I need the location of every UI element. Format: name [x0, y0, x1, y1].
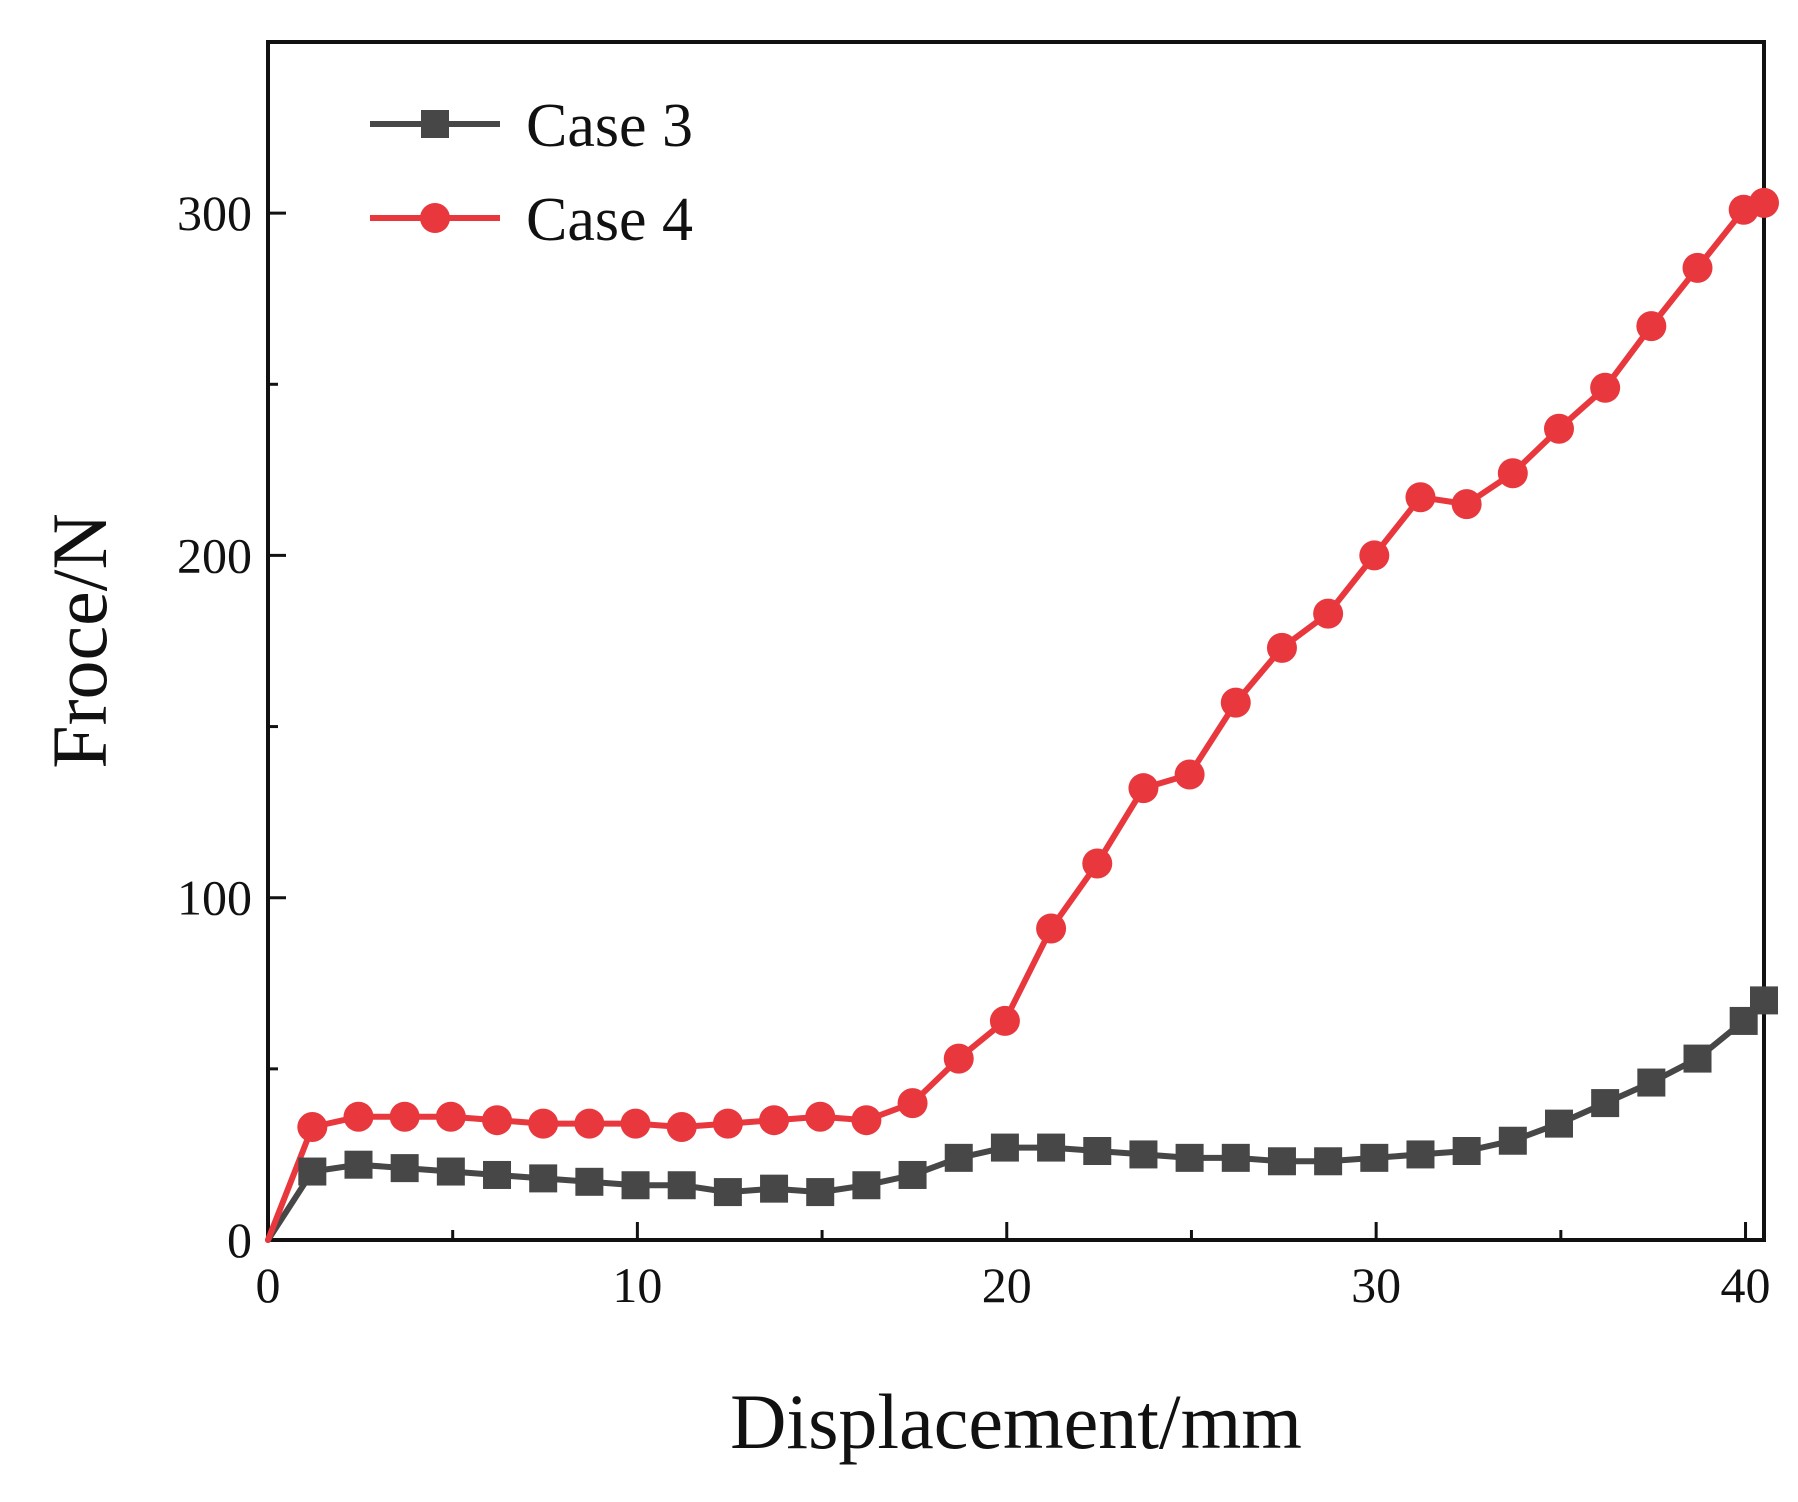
- y-tick-label: 0: [227, 1212, 252, 1268]
- point-case-4: [1590, 372, 1621, 403]
- x-tick-label: 30: [1351, 1257, 1401, 1313]
- x-axis-title: Displacement/mm: [730, 1378, 1302, 1465]
- point-case-3: [1221, 1143, 1250, 1172]
- legend-marker-case-3: [421, 110, 449, 138]
- x-tick-label: 20: [982, 1257, 1032, 1313]
- ticks: 0 10 20 30 40 0 100 200 300: [177, 185, 1771, 1313]
- point-case-4: [1220, 687, 1251, 718]
- point-case-3: [1406, 1140, 1435, 1169]
- series-line-case-4: [265, 199, 1767, 1243]
- point-case-3: [621, 1171, 650, 1200]
- point-case-3: [667, 1171, 696, 1200]
- point-case-3: [483, 1160, 512, 1189]
- point-case-3: [1637, 1068, 1666, 1097]
- axes: [266, 40, 1766, 1242]
- y-tick-label: 300: [177, 185, 252, 241]
- point-case-3: [806, 1178, 835, 1207]
- point-case-4: [1036, 913, 1067, 944]
- point-case-3: [1498, 1126, 1527, 1155]
- y-tick-label: 100: [177, 870, 252, 926]
- series-line-case-3: [265, 997, 1767, 1243]
- point-case-4: [482, 1105, 513, 1136]
- point-case-3: [436, 1157, 465, 1186]
- point-case-4: [989, 1005, 1020, 1036]
- point-case-3: [990, 1133, 1019, 1162]
- point-case-4: [1543, 413, 1574, 444]
- point-case-4: [1128, 773, 1159, 804]
- point-case-4: [1266, 632, 1297, 663]
- legend-marker-case-4: [420, 203, 450, 233]
- point-case-4: [528, 1108, 559, 1139]
- point-case-3: [529, 1164, 558, 1193]
- point-case-4: [1405, 482, 1436, 513]
- point-case-4: [666, 1112, 697, 1143]
- y-tick-label: 200: [177, 527, 252, 583]
- point-case-4: [389, 1101, 420, 1132]
- point-case-3: [1360, 1143, 1389, 1172]
- point-case-3: [1037, 1133, 1066, 1162]
- point-case-3: [344, 1150, 373, 1179]
- y-axis-title: Froce/N: [36, 513, 123, 769]
- point-case-4: [1497, 458, 1528, 489]
- point-case-4: [1749, 187, 1779, 218]
- point-case-3: [1175, 1143, 1204, 1172]
- point-case-3: [1267, 1147, 1296, 1176]
- point-case-3: [898, 1160, 927, 1189]
- point-case-4: [574, 1108, 605, 1139]
- point-case-4: [620, 1108, 651, 1139]
- point-case-4: [1359, 540, 1390, 571]
- point-case-4: [897, 1088, 928, 1119]
- point-case-3: [298, 1157, 327, 1186]
- point-case-4: [297, 1112, 328, 1143]
- point-case-4: [1682, 252, 1713, 283]
- legend-label-case-4: Case 4: [526, 186, 693, 254]
- point-case-4: [805, 1101, 836, 1132]
- point-case-3: [713, 1178, 742, 1207]
- x-tick-label: 0: [256, 1257, 281, 1313]
- legend: Case 3 Case 4: [370, 92, 693, 254]
- point-case-4: [1636, 311, 1667, 342]
- point-case-3: [760, 1174, 789, 1203]
- point-case-3: [1452, 1137, 1481, 1166]
- point-case-3: [852, 1171, 881, 1200]
- point-case-3: [1750, 986, 1778, 1015]
- point-case-3: [575, 1167, 604, 1196]
- legend-label-case-3: Case 3: [526, 92, 693, 160]
- point-case-3: [1544, 1109, 1573, 1138]
- point-case-3: [1083, 1137, 1112, 1166]
- x-tick-label: 10: [612, 1257, 662, 1313]
- point-case-4: [759, 1105, 790, 1136]
- series-lines: [265, 199, 1767, 1243]
- point-case-3: [944, 1143, 973, 1172]
- point-case-3: [1314, 1147, 1343, 1176]
- point-case-4: [435, 1101, 466, 1132]
- point-case-3: [1683, 1044, 1712, 1073]
- point-case-3: [1129, 1140, 1158, 1169]
- point-case-4: [1174, 759, 1205, 790]
- point-case-4: [712, 1108, 743, 1139]
- point-case-4: [343, 1101, 374, 1132]
- series-markers: [297, 187, 1779, 1207]
- point-case-4: [1313, 598, 1344, 629]
- point-case-4: [851, 1105, 882, 1136]
- point-case-4: [943, 1043, 974, 1074]
- point-case-3: [390, 1154, 419, 1183]
- point-case-4: [1082, 848, 1113, 879]
- x-tick-label: 40: [1721, 1257, 1771, 1313]
- plot-frame: [266, 40, 1766, 1242]
- point-case-4: [1451, 489, 1482, 520]
- point-case-3: [1591, 1089, 1620, 1118]
